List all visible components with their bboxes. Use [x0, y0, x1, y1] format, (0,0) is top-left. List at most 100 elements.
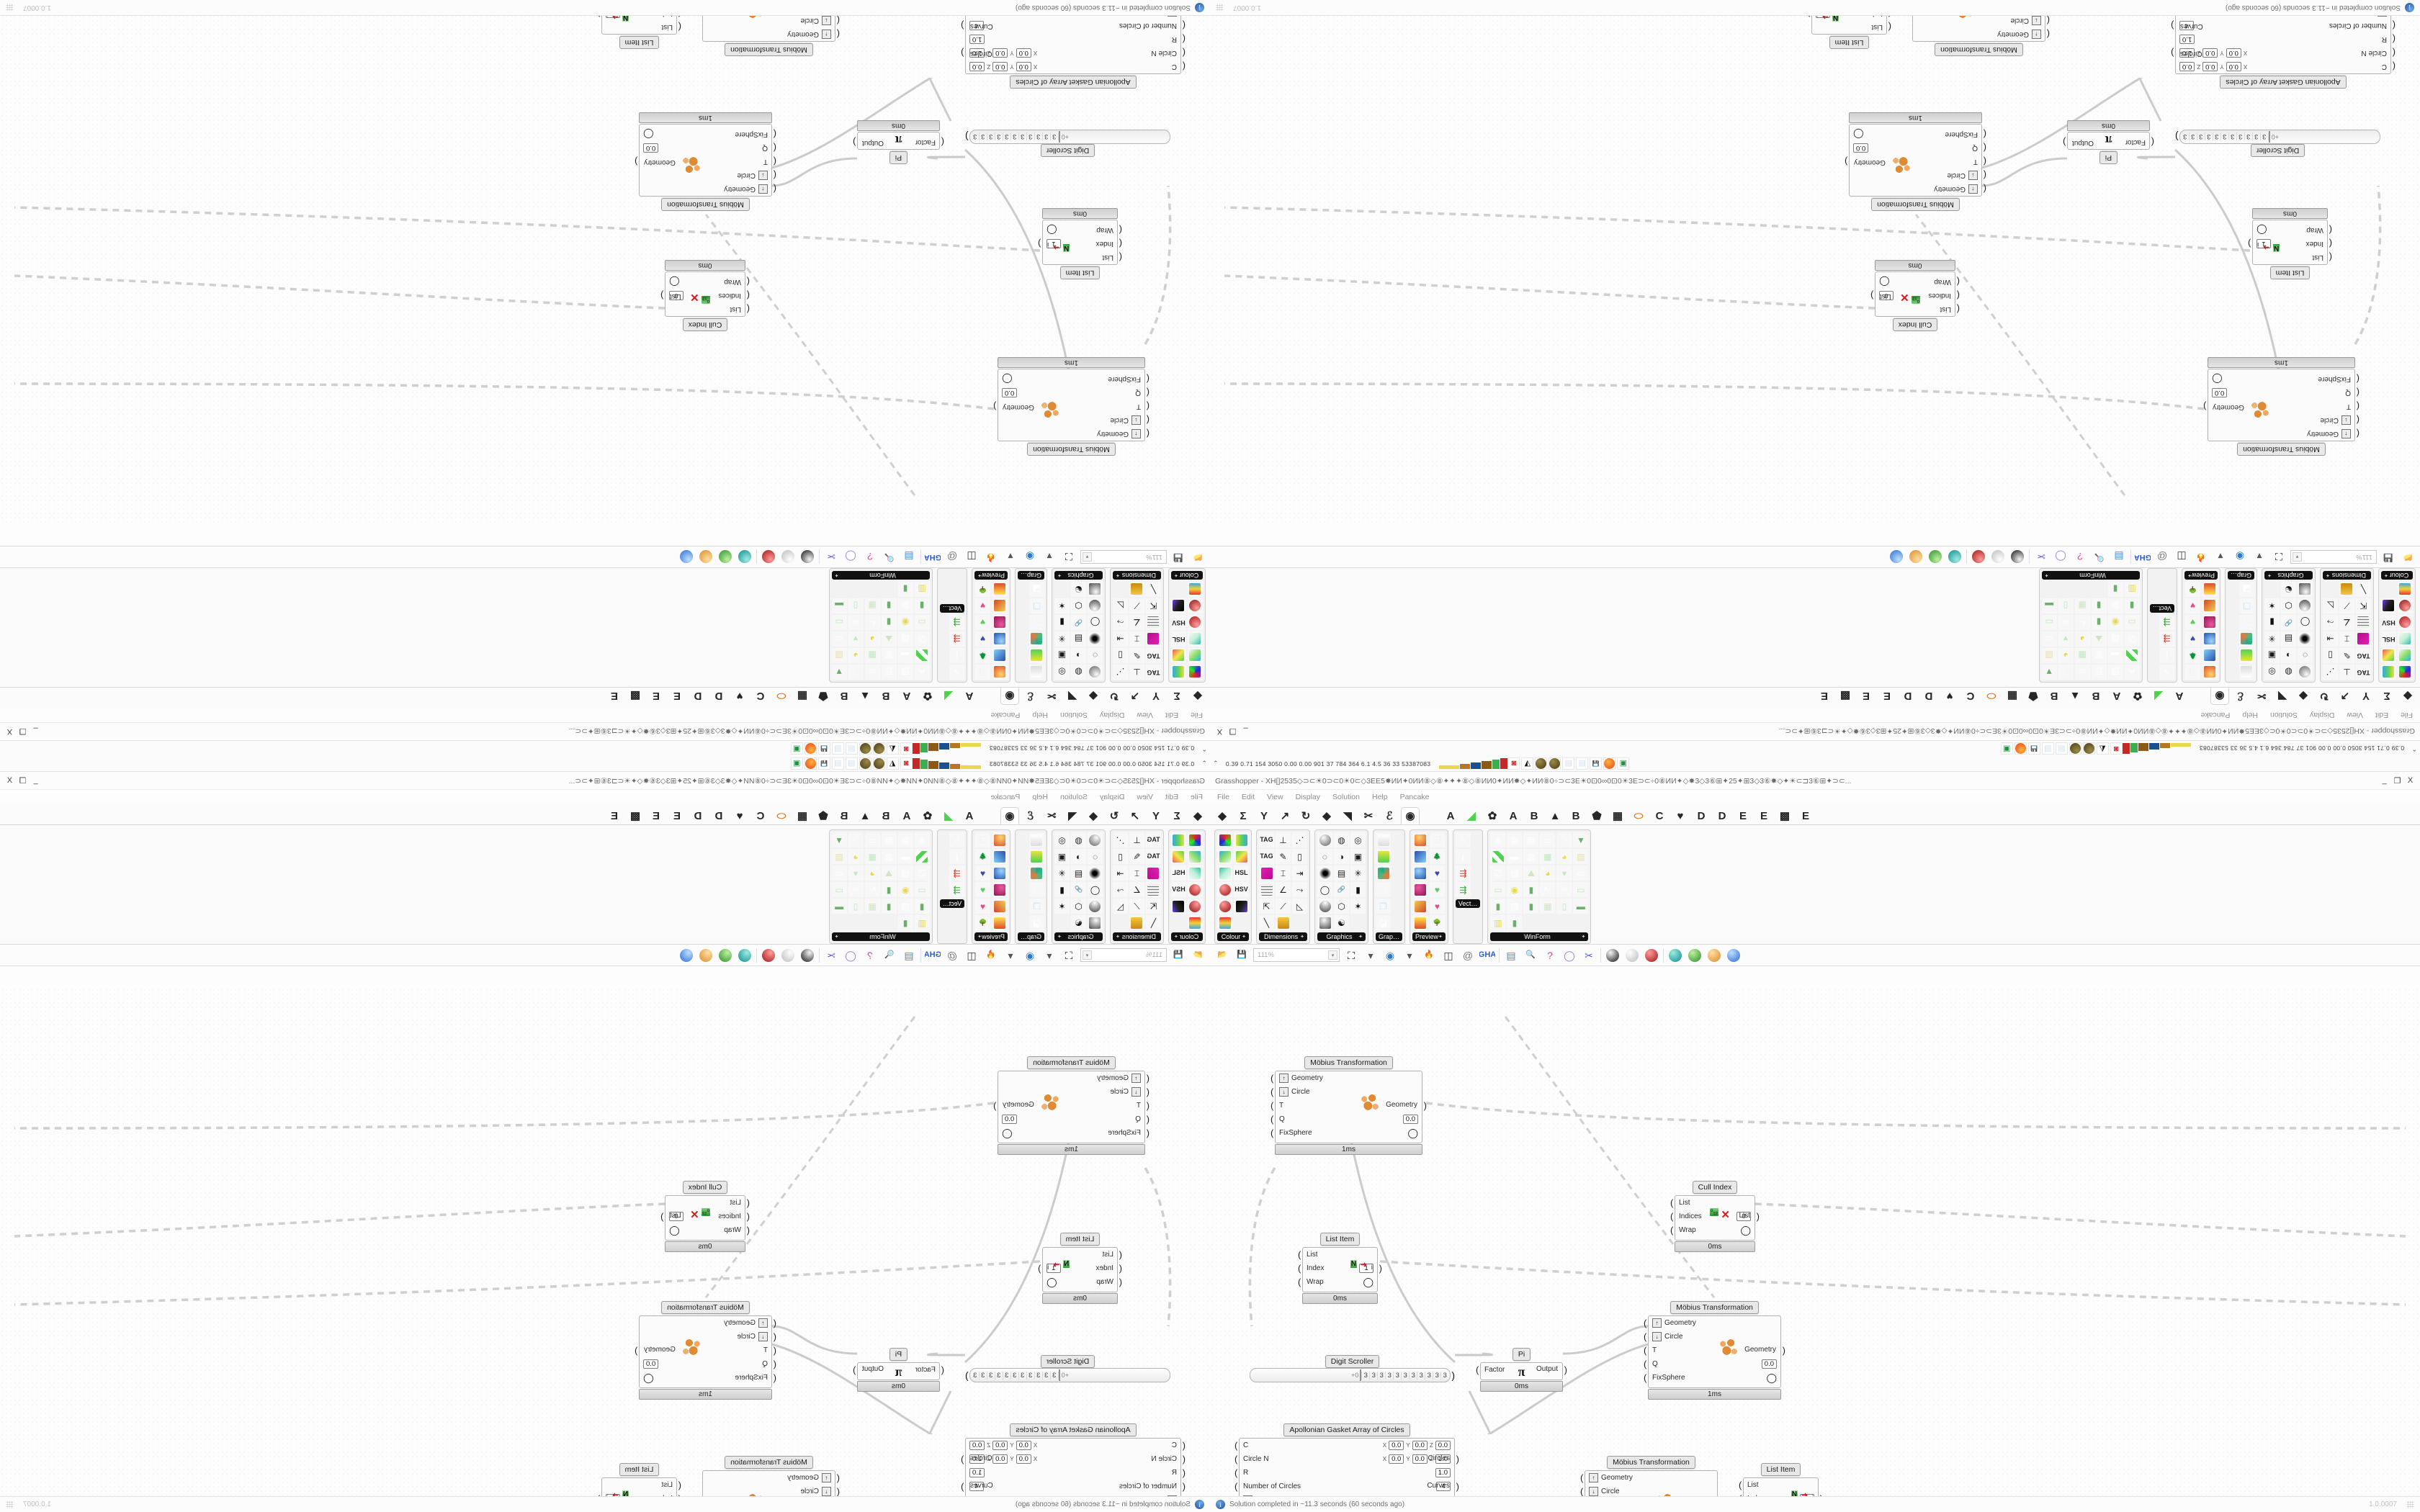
ribbon-tab-left-6[interactable]: ◥ — [2278, 690, 2287, 702]
ribbon-tab-left-1[interactable]: Σ — [1240, 809, 1247, 822]
output-pin-icon[interactable]: ) — [853, 137, 856, 148]
hsv-icon[interactable]: HSV — [2381, 615, 2396, 630]
tag-icon[interactable]: TAG — [1146, 849, 1161, 864]
bars-icon[interactable]: ▤ — [1071, 865, 1086, 881]
dropdown-icon[interactable]: ▾ — [848, 631, 864, 647]
barchart-icon[interactable]: ▥ — [2124, 582, 2140, 597]
firefox-button[interactable] — [2014, 742, 2027, 755]
ribbon-tab-right-16[interactable]: ▩ — [1779, 810, 1791, 822]
hatch-icon[interactable] — [1490, 849, 1506, 864]
gradient-box-icon[interactable] — [2202, 598, 2218, 613]
search-icon[interactable]: 🔍 — [882, 948, 897, 963]
digit-scroller-digit[interactable]: 3 — [1409, 1371, 1417, 1380]
gh-node-apollonian[interactable]: Apollonian Gasket Array of Circles(C X 0.0… — [961, 1423, 1186, 1496]
value-field[interactable]: 1.0 — [969, 35, 985, 44]
ribbon-group-expand-icon[interactable]: ✦ — [1057, 935, 1062, 940]
digit-scroller-digit[interactable]: 3 — [2189, 132, 2197, 141]
blob-icon[interactable] — [2202, 665, 2218, 680]
ribbon-tab-left-8[interactable]: ℰ — [1386, 810, 1393, 822]
ribbon-tab-left-2[interactable]: Y — [1152, 809, 1160, 822]
walnut-button[interactable] — [2082, 742, 2095, 755]
curve-icon[interactable]: ʃ — [949, 648, 965, 663]
toggle-circle-icon[interactable]: ◯ — [1047, 1276, 1057, 1287]
cone-warn-icon[interactable] — [2339, 582, 2354, 597]
gh-node-mobius-2[interactable]: Möbius Transformation(↑ Geometry(↓ Circle(… — [1644, 1301, 1785, 1400]
sl-icon[interactable] — [1412, 915, 1428, 930]
input-pin-icon[interactable]: ( — [1119, 1249, 1122, 1260]
progress-icon[interactable]: ▮ — [2124, 598, 2140, 613]
gradient-v-icon[interactable] — [1188, 915, 1203, 930]
lab-cube-icon[interactable] — [1188, 631, 1203, 647]
sphere-orange-icon[interactable] — [698, 549, 714, 565]
firefox-button[interactable] — [804, 757, 817, 770]
digit-scroller-digit[interactable]: 3 — [2260, 132, 2269, 141]
gh-node-cull-index[interactable]: Cull Index(List(Indices 0(Wrap ◯ List) ⁰₁₂ ✕ 0… — [660, 260, 750, 331]
flatten-down-icon[interactable]: ↓ — [1589, 1487, 1598, 1496]
node-caption[interactable]: Möbius Transformation — [1607, 1456, 1695, 1469]
gh-node-cull-index[interactable]: Cull Index(List(Indices 0(Wrap ◯ List) ⁰₁₂ ✕ 0… — [1870, 260, 1960, 331]
zoom-dropdown-icon[interactable]: ▾ — [1041, 549, 1057, 565]
text-A-icon[interactable]: A — [914, 832, 930, 847]
piechart-icon[interactable]: ◕ — [864, 865, 880, 881]
tree-icon[interactable]: 🌲 — [975, 648, 991, 663]
value-field-y[interactable]: 0.0 — [992, 1454, 1008, 1464]
ribbon-tab-right-13[interactable]: D — [694, 809, 702, 822]
input-pin-icon[interactable]: ( — [1182, 1467, 1186, 1478]
node-body[interactable]: (↑Geometry(↓Circle(T(Q0.0(FixSphere◯Geom… — [702, 16, 840, 42]
combo-icon[interactable]: ▭ — [831, 865, 847, 881]
hearts-icon[interactable]: ♥ — [975, 899, 991, 914]
output-pin-icon[interactable]: ) — [993, 1100, 997, 1111]
menu-item-view[interactable]: View — [1267, 793, 1283, 801]
input-pin-icon[interactable]: ( — [773, 1345, 776, 1356]
node-caption[interactable]: Digit Scroller — [1040, 1355, 1095, 1368]
output-pin-icon[interactable]: ) — [1870, 290, 1874, 301]
input-pin-icon[interactable]: ( — [1146, 415, 1150, 426]
input-pin-icon[interactable]: ( — [1270, 1073, 1274, 1084]
tube-icon[interactable]: ▯ — [1113, 648, 1128, 663]
help-icon[interactable]: ? — [1542, 948, 1558, 963]
gh-node-list-item-1[interactable]: List Item(List(Index 1(Wrap ◯ i) N ➜ 0ms — [1038, 1233, 1122, 1304]
ribbon-tab-left-0[interactable]: ◆ — [1193, 690, 1202, 702]
import-icon[interactable]: ▼ — [1573, 832, 1589, 847]
toggle-icon[interactable]: ▭ — [914, 615, 930, 630]
ribbon-group-label[interactable]: WinForm ✦ — [831, 571, 930, 580]
cmyk-triangle-icon[interactable] — [1234, 849, 1249, 864]
maximize-button[interactable]: ❐ — [19, 726, 27, 735]
gh-canvas[interactable]: Möbius Transformation(↑ Geometry(↓ Circle(… — [1210, 16, 2420, 524]
ribbon-tab-right-8[interactable]: ▦ — [797, 810, 808, 822]
gh-node-list-item-2[interactable]: List Item(List(Index0(Wrap◯i)N➜0ms — [597, 16, 681, 49]
toggle-circle-icon[interactable]: ◯ — [2212, 374, 2223, 385]
pie-icon[interactable]: ◕ — [1556, 849, 1572, 864]
menu-item-pancake[interactable]: Pancake — [990, 711, 1021, 719]
gh-canvas[interactable]: Möbius Transformation(↑ Geometry(↓ Circle(… — [0, 16, 1210, 524]
node-body[interactable]: (List(Index 1(Wrap ◯ i) N ➜ — [2248, 220, 2332, 265]
node-body[interactable]: (↑Geometry(↓Circle(T(Q0.0(FixSphere◯Geom… — [702, 1470, 840, 1496]
dim-area-icon[interactable]: ◺ — [1113, 598, 1128, 613]
menu-item-edit[interactable]: Edit — [1241, 793, 1255, 801]
grid-icon[interactable] — [1259, 882, 1274, 897]
ribbon-group-label[interactable]: Preview ✦ — [974, 571, 1008, 580]
input-pin-icon[interactable]: ( — [1182, 61, 1186, 72]
arrows-red-icon[interactable]: ⇶ — [949, 631, 965, 647]
ribbon-group-label[interactable]: Grap… — [1376, 932, 1403, 941]
open-folder-icon[interactable]: 📂 — [1190, 549, 1206, 565]
digit-scroller-digit[interactable]: 3 — [1369, 1371, 1377, 1380]
menu-item-edit[interactable]: Edit — [1165, 711, 1179, 719]
minimize-button[interactable]: _ — [2382, 776, 2387, 785]
input-pin-icon[interactable]: ( — [1270, 1114, 1274, 1125]
flatten-down-icon[interactable]: ↓ — [1652, 1332, 1662, 1341]
t-circle-icon[interactable]: ◑ — [2281, 648, 2296, 663]
dropdown-icon[interactable]: ▾ — [1556, 865, 1572, 881]
value-field-z[interactable]: 0.0 — [969, 1441, 985, 1450]
input-pin-icon[interactable]: ( — [1270, 1100, 1274, 1111]
star-icon[interactable]: ✳ — [2378, 16, 2387, 17]
menu-item-solution[interactable]: Solution — [1332, 793, 1360, 801]
input-pin-icon[interactable]: ( — [1983, 156, 1986, 167]
input-pin-icon[interactable]: ( — [2356, 387, 2360, 398]
slider-icon[interactable]: ▬ — [897, 648, 913, 663]
ribbon-group-expand-icon[interactable]: ✦ — [834, 572, 839, 577]
dropdown-icon[interactable]: ▾ — [2058, 631, 2074, 647]
ribbon-tab-right-2[interactable]: ✿ — [2133, 690, 2143, 702]
desktop-taskbar[interactable]: ⌃ 0.39 0.71 154 3050 0.00 0.00 901 37 784… — [0, 756, 1210, 772]
